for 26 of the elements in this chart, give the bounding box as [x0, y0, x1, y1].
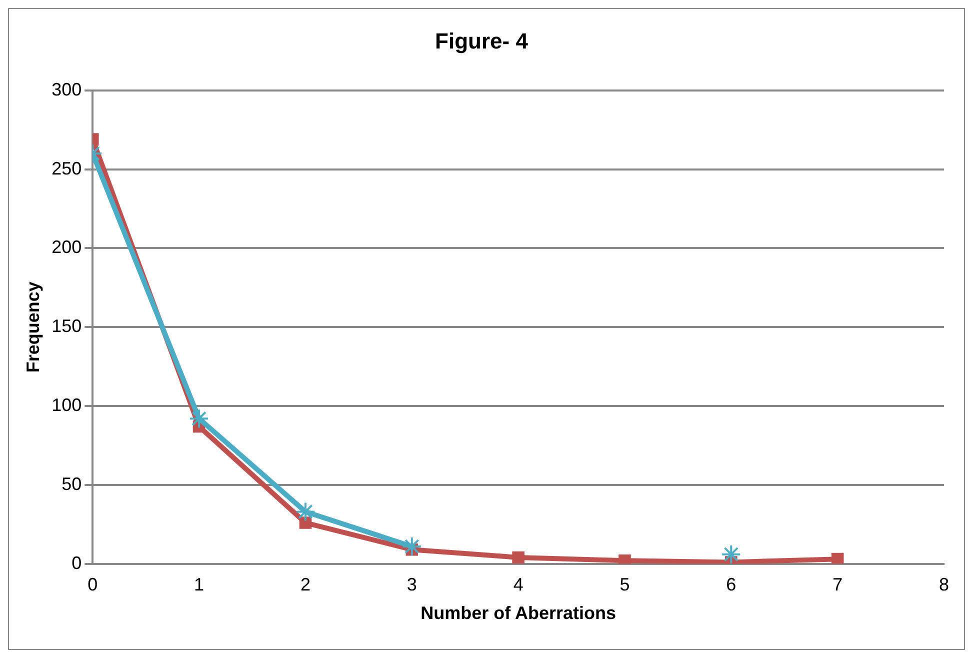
x-tick-label: 7 [832, 574, 843, 595]
point [512, 551, 524, 564]
x-tick-label: 2 [300, 574, 310, 595]
point [189, 408, 210, 429]
point [721, 544, 742, 564]
x-tick-label: 3 [406, 574, 417, 595]
x-tick-label: 5 [620, 574, 630, 595]
y-tick-label: 250 [52, 158, 82, 178]
x-tick-label: 8 [938, 574, 950, 595]
y-axis-title: Frequency [22, 282, 43, 373]
y-tick-label: 300 [52, 79, 82, 100]
point [402, 536, 422, 556]
x-tick-label: 4 [513, 574, 524, 595]
x-tick-label: 0 [88, 574, 98, 595]
y-tick-label: 150 [52, 316, 82, 336]
x-tick-label: 6 [726, 574, 736, 595]
y-tick-label: 100 [52, 394, 82, 415]
x-axis-title: Number of Aberrations [420, 603, 616, 624]
point [299, 516, 312, 529]
point [295, 502, 316, 522]
y-tick-label: 50 [62, 474, 82, 494]
point [831, 552, 844, 564]
y-tick-label: 200 [52, 237, 82, 258]
chart-title: Figure- 4 [435, 28, 529, 54]
y-tick-label: 0 [72, 552, 82, 573]
x-tick-label: 1 [194, 574, 204, 595]
